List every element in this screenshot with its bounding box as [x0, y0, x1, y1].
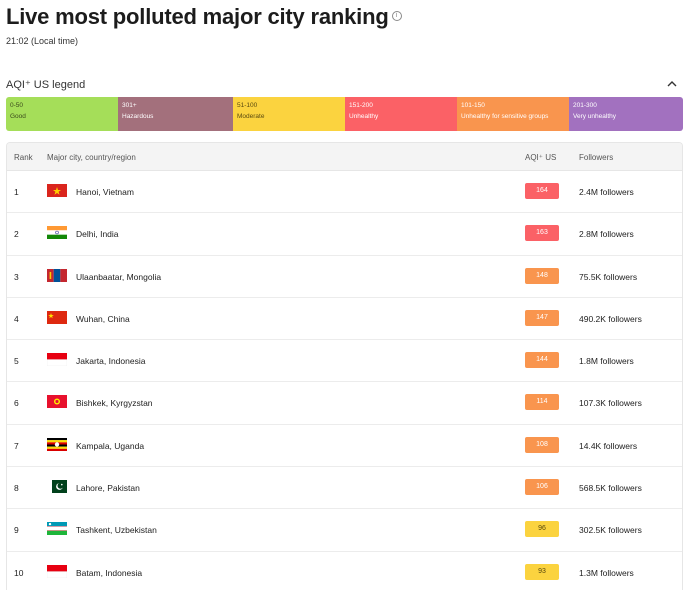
legend-segment-range: 0-50: [10, 102, 24, 109]
legend-segment-label: Hazardous: [122, 113, 154, 120]
rank-cell: 6: [14, 398, 19, 409]
city-cell[interactable]: Tashkent, Uzbekistan: [76, 525, 157, 536]
legend-segment-range: 301+: [122, 102, 137, 109]
table-row[interactable]: 3 Ulaanbaatar, Mongolia 148 75.5K followers: [7, 256, 682, 298]
legend-title: AQI⁺ US legend: [6, 79, 86, 91]
aqi-badge: 144: [525, 352, 559, 369]
vietnam-flag-icon: [47, 184, 67, 197]
followers-cell: 568.5K followers: [579, 483, 642, 494]
uganda-flag-icon: [47, 437, 67, 451]
rank-cell: 8: [14, 483, 19, 494]
header-city: Major city, country/region: [47, 153, 136, 162]
legend-segment-label: Very unhealthy: [573, 113, 617, 120]
city-cell[interactable]: Batam, Indonesia: [76, 567, 143, 578]
legend-segment-label: Good: [10, 113, 26, 120]
table-row[interactable]: 2 Delhi, India 163 2.8M followers: [7, 213, 682, 256]
aqi-badge: 114: [525, 394, 559, 411]
info-icon[interactable]: i: [391, 11, 402, 22]
china-flag-icon: [47, 310, 67, 324]
city-cell[interactable]: Bishkek, Kyrgyzstan: [76, 398, 153, 409]
mongolia-flag-icon: [47, 268, 67, 282]
india-flag-icon: [47, 226, 67, 240]
legend-segment: 301+ Hazardous: [118, 97, 233, 131]
rank-cell: 3: [14, 271, 19, 282]
aqi-legend-bar: 0-50 Good 301+ Hazardous 51-100 Moderate 151-2…: [6, 97, 683, 131]
followers-cell: 107.3K followers: [579, 398, 642, 409]
followers-cell: 14.4K followers: [579, 440, 638, 451]
chevron-up-icon[interactable]: [666, 78, 678, 90]
table-row[interactable]: 5 Jakarta, Indonesia 144 1.8M followers: [7, 340, 682, 383]
table-row[interactable]: 4 Wuhan, China 147 490.2K followers: [7, 298, 682, 341]
aqi-badge: 96: [525, 521, 559, 538]
followers-cell: 1.8M followers: [579, 356, 634, 367]
table-row[interactable]: 10 Batam, Indonesia 93 1.3M followers: [7, 552, 682, 590]
legend-segment-range: 101-150: [461, 102, 485, 109]
legend-segment-range: 151-200: [349, 102, 373, 109]
legend-segment: 101-150 Unhealthy for sensitive groups: [457, 97, 569, 131]
table-row[interactable]: 1 Hanoi, Vietnam 164 2.4M followers: [7, 171, 682, 214]
city-cell[interactable]: Delhi, India: [76, 229, 119, 240]
city-cell[interactable]: Lahore, Pakistan: [76, 483, 140, 494]
aqi-badge: 93: [525, 563, 559, 580]
legend-segment: 51-100 Moderate: [233, 97, 345, 131]
page-title: Live most polluted major city ranking i: [6, 4, 402, 30]
aqi-badge: 164: [525, 183, 559, 199]
city-cell[interactable]: Jakarta, Indonesia: [76, 356, 146, 367]
local-time: 21:02 (Local time): [6, 36, 79, 46]
table-row[interactable]: 6 Bishkek, Kyrgyzstan 114 107.3K followers: [7, 382, 682, 425]
legend-segment-label: Moderate: [237, 113, 265, 120]
rank-cell: 9: [14, 525, 19, 536]
city-cell[interactable]: Kampala, Uganda: [76, 440, 145, 451]
kyrgyzstan-flag-icon: [47, 395, 67, 409]
legend-segment-label: Unhealthy: [349, 113, 379, 120]
followers-cell: 2.8M followers: [579, 229, 634, 240]
table-row[interactable]: 9 Tashkent, Uzbekistan 96 302.5K followers: [7, 509, 682, 552]
city-cell[interactable]: Hanoi, Vietnam: [76, 187, 134, 197]
followers-cell: 1.3M followers: [579, 567, 634, 578]
aqi-badge: 147: [525, 309, 559, 326]
rank-cell: 5: [14, 356, 19, 367]
header-aqi: AQI⁺ US: [525, 153, 557, 162]
city-cell[interactable]: Ulaanbaatar, Mongolia: [76, 271, 162, 282]
indonesia-flag-icon: [47, 564, 67, 578]
rank-cell: 1: [14, 187, 19, 197]
followers-cell: 2.4M followers: [579, 187, 634, 197]
aqi-badge: 148: [525, 267, 559, 284]
table-body: 1 Hanoi, Vietnam 164 2.4M followers 2 Delhi, …: [7, 171, 682, 590]
rank-cell: 2: [14, 229, 19, 240]
legend-segment: 0-50 Good: [6, 97, 118, 131]
rank-cell: 10: [14, 567, 24, 578]
table-row[interactable]: 8 Lahore, Pakistan 106 568.5K followers: [7, 467, 682, 510]
page-title-text: Live most polluted major city ranking: [6, 4, 389, 29]
city-cell[interactable]: Wuhan, China: [76, 313, 130, 324]
uzbekistan-flag-icon: [47, 522, 67, 536]
header-rank: Rank: [14, 153, 33, 162]
aqi-badge: 106: [525, 479, 559, 496]
rank-cell: 7: [14, 440, 19, 451]
followers-cell: 302.5K followers: [579, 525, 642, 536]
legend-header[interactable]: AQI⁺ US legend: [6, 78, 680, 92]
table-row[interactable]: 7 Kampala, Uganda 108 14.4K followers: [7, 425, 682, 468]
legend-segment: 201-300 Very unhealthy: [569, 97, 683, 131]
followers-cell: 490.2K followers: [579, 313, 642, 324]
table-header: Rank Major city, country/region AQI⁺ US …: [7, 143, 682, 171]
legend-segment-range: 201-300: [573, 102, 597, 109]
ranking-table: Rank Major city, country/region AQI⁺ US …: [6, 142, 683, 590]
aqi-badge: 108: [525, 436, 559, 453]
legend-segment-label: Unhealthy for sensitive groups: [461, 113, 549, 120]
header-followers: Followers: [579, 153, 614, 162]
legend-segment-range: 51-100: [237, 102, 258, 109]
rank-cell: 4: [14, 313, 19, 324]
pakistan-flag-icon: [47, 480, 67, 494]
indonesia-flag-icon: [47, 353, 67, 367]
legend-segment: 151-200 Unhealthy: [345, 97, 457, 131]
followers-cell: 75.5K followers: [579, 271, 638, 282]
aqi-badge: 163: [525, 225, 559, 242]
